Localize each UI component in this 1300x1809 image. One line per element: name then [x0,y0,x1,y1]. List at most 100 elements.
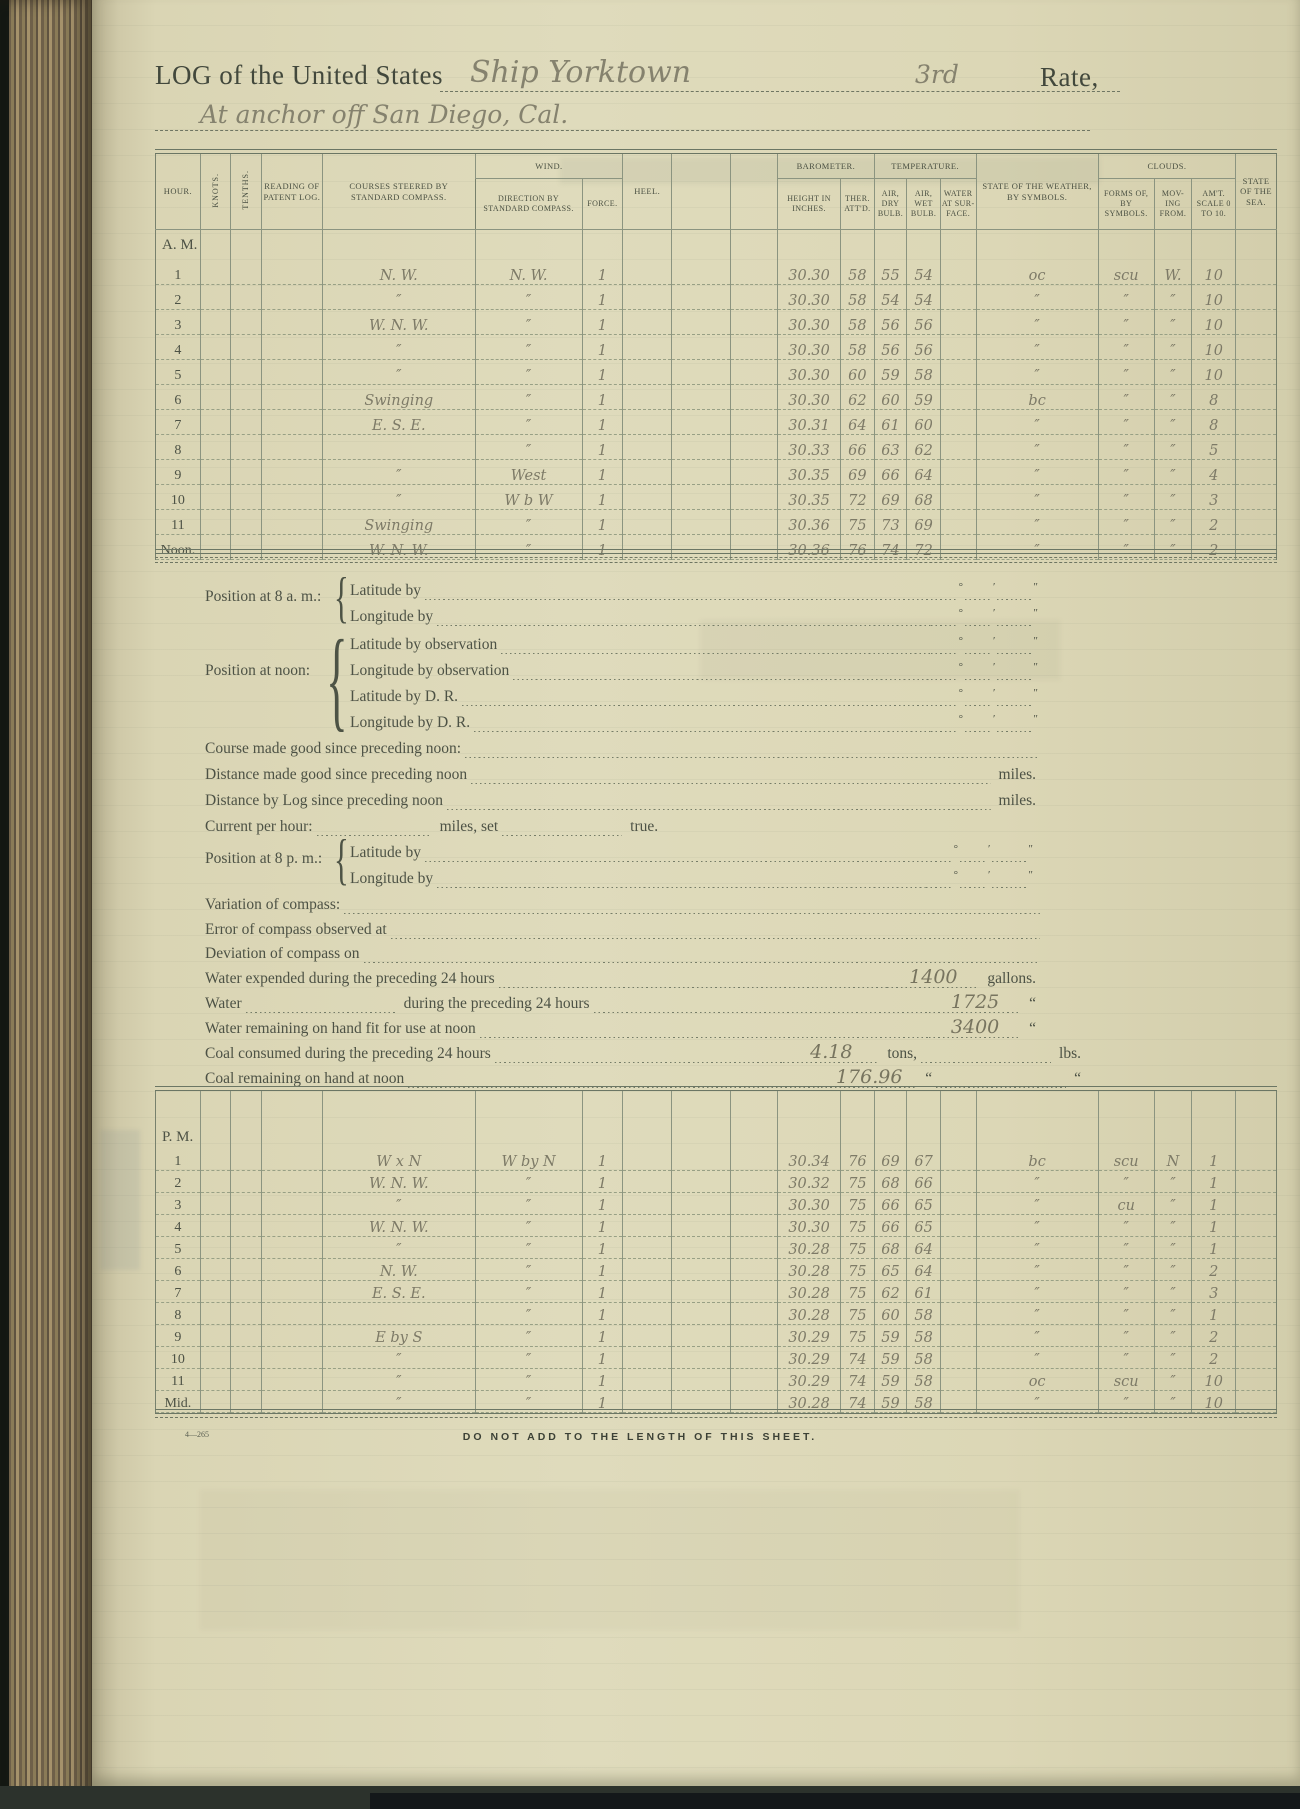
am-log-table: HOUR. KNOTS. TENTHS. READING OF PATENT L… [155,154,1277,560]
brace-8am: { [334,567,349,629]
col-header-sea: STATE OF THE SEA. [1235,154,1277,230]
field-label: during the preceding 24 hours [403,995,590,1012]
log-cell: 8 [1191,409,1236,435]
table-top-rule [155,1086,1277,1091]
log-cell: ″ [1153,1192,1192,1215]
dotted-rule [245,998,396,1013]
pm-header-blank [1235,1091,1277,1125]
dotted-rule [498,973,888,988]
log-cell [939,434,977,460]
field-label: Latitude by [350,582,422,599]
hour-cell: 2 [155,1170,201,1193]
log-cell [939,534,977,560]
log-cell [1235,1192,1277,1215]
book-spine [0,0,92,1809]
log-cell: 59 [873,1390,907,1413]
dotted-rule [425,585,931,600]
log-cell [230,229,262,260]
log-cell [622,359,672,385]
log-cell [730,434,778,460]
log-cell: N. W. [474,260,583,285]
log-cell [230,1236,262,1259]
log-cell: ″ [474,1170,583,1193]
log-cell: ″ [1097,409,1155,435]
log-cell: ″ [1153,1390,1192,1413]
hour-cell: Mid. [155,1390,201,1413]
log-cell: 62 [873,1280,907,1303]
dotted-rule [997,691,1032,706]
log-cell [939,1346,977,1369]
log-cell: 64 [906,459,941,485]
log-cell: 30.33 [776,434,841,460]
log-row: 3 ″ ″ 1 30.30 75 66 65 ″ cu ″ 1 [155,1192,1277,1215]
log-cell: 8 [1191,384,1236,410]
log-cell: 61 [906,1280,941,1303]
log-cell [1235,359,1277,385]
log-cell: 30.28 [777,1236,841,1259]
log-cell [622,509,672,535]
log-cell [1235,309,1277,335]
log-cell [199,534,231,560]
log-cell [260,1236,323,1259]
log-cell [939,284,977,310]
log-cell: ″ [1153,509,1192,535]
log-cell: ″ [1097,1236,1155,1259]
log-cell: 73 [873,509,907,535]
log-cell: ″ [975,509,1099,535]
log-cell: scu [1097,260,1155,285]
log-cell [622,1170,672,1193]
field-label: Latitude by D. R. [350,688,459,705]
log-cell: 30.30 [776,284,841,310]
log-cell: ″ [1097,309,1155,335]
log-cell: 5 [1191,434,1236,460]
log-cell: ″ [1097,1324,1155,1347]
second-mark: ″ [1033,607,1038,619]
log-cell [730,1368,778,1391]
log-cell: ″ [1097,1390,1155,1413]
hour-cell: 9 [155,459,201,485]
log-cell: ″ [474,1324,583,1347]
log-cell: 59 [873,1368,907,1391]
log-cell [1235,1346,1277,1369]
log-cell [199,1170,231,1193]
degree-mark: ° [958,687,963,699]
log-cell [777,1125,841,1149]
log-row: Mid. ″ ″ 1 30.28 74 59 58 ″ ″ ″ 10 [155,1390,1277,1413]
log-cell [1235,260,1277,285]
log-cell [939,229,977,260]
field-lon-8pm: Longitude by ° ′ ″ [350,866,1035,888]
ditto-mark: “ [1029,1020,1036,1037]
brace-noon: { [326,618,348,742]
field-label: Longitude by [350,870,434,887]
log-cell: 62 [840,384,875,410]
log-cell: 65 [906,1214,941,1237]
log-cell: ″ [1097,509,1155,535]
log-cell [622,309,672,335]
log-cell [975,1125,1099,1149]
log-cell: ″ [1153,1258,1192,1281]
pm-header-blank [1191,1091,1236,1125]
log-cell: 1 [581,434,623,460]
log-cell [622,534,672,560]
field-lon-8am: Longitude by ° ′ ″ [350,604,1040,626]
field-distance-by-log: Distance by Log since preceding noon mil… [205,788,1040,810]
dotted-rule [960,847,986,862]
table-bottom-rule [155,1409,1277,1414]
log-cell [939,1302,977,1325]
log-cell: 69 [873,484,907,510]
log-cell: 1 [581,534,623,560]
log-cell [230,1214,262,1237]
field-label: Coal consumed during the preceding 24 ho… [205,1045,491,1062]
log-cell [730,284,778,310]
log-cell: 1 [581,260,623,285]
dotted-rule [471,769,991,784]
log-cell [671,1368,731,1391]
log-cell [321,434,476,460]
log-cell [671,1258,731,1281]
log-cell: 60 [840,359,875,385]
degree-mark: ° [958,607,963,619]
log-cell: W. [1153,260,1192,285]
log-cell [1153,229,1192,260]
log-row: 6 N. W. ″ 1 30.28 75 65 64 ″ ″ ″ 2 [155,1258,1277,1281]
log-row: 2 W. N. W. ″ 1 30.32 75 68 66 ″ ″ ″ 1 [155,1170,1277,1193]
